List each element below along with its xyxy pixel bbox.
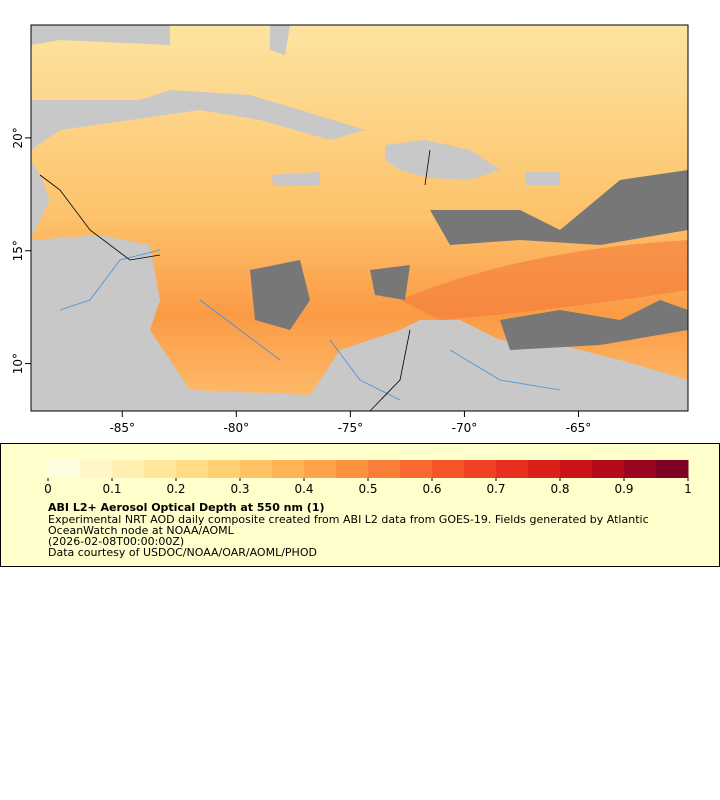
- colorbar-tick-label: 0.2: [166, 482, 185, 496]
- color-step: [624, 460, 657, 478]
- colorbar-tick-label: 1: [684, 482, 692, 496]
- color-step: [336, 460, 369, 478]
- colorbar-tick-label: 0.1: [102, 482, 121, 496]
- x-tick-label: -85°: [109, 421, 135, 435]
- color-step: [432, 460, 465, 478]
- color-step: [560, 460, 593, 478]
- colorbar-tick-label: 0.8: [550, 482, 569, 496]
- color-step: [656, 460, 689, 478]
- legend-line: Data courtesy of USDOC/NOAA/OAR/AOML/PHO…: [48, 546, 317, 559]
- colorbar: 0 0.1 0.2 0.3 0.4 0.5 0.6 0.7 0.8 0.9 1: [44, 460, 692, 496]
- colorbar-tick-label: 0.7: [486, 482, 505, 496]
- x-tick-label: -65°: [566, 421, 592, 435]
- color-step: [240, 460, 273, 478]
- colorbar-tick-label: 0.5: [358, 482, 377, 496]
- high-aod-band: [400, 240, 688, 320]
- color-step: [528, 460, 561, 478]
- color-step: [48, 460, 81, 478]
- x-tick-label: -70°: [452, 421, 478, 435]
- color-step: [496, 460, 529, 478]
- map-frame: [30, 24, 689, 412]
- colorbar-tick-label: 0.4: [294, 482, 313, 496]
- legend-line: OceanWatch node at NOAA/AOML: [48, 524, 235, 537]
- map: [30, 24, 689, 412]
- color-step: [464, 460, 497, 478]
- axes: -85° -80° -75° -70° -65° 10° 15° 20°: [11, 127, 591, 435]
- y-tick-label: 20°: [11, 127, 25, 148]
- color-step: [176, 460, 209, 478]
- y-tick-label: 15°: [11, 240, 25, 261]
- color-step: [368, 460, 401, 478]
- land: [385, 140, 500, 180]
- legend-title: ABI L2+ Aerosol Optical Depth at 550 nm …: [48, 501, 325, 514]
- colorbar-tick-label: 0.9: [614, 482, 633, 496]
- river: [59, 249, 561, 401]
- color-step: [272, 460, 305, 478]
- color-step: [208, 460, 241, 478]
- y-tick-label: 10°: [11, 353, 25, 374]
- colorbar-tick-label: 0.6: [422, 482, 441, 496]
- legend-line: Experimental NRT AOD daily composite cre…: [48, 513, 649, 526]
- land: [31, 90, 365, 150]
- color-step: [144, 460, 177, 478]
- cloud-mask: [250, 170, 688, 350]
- color-step: [400, 460, 433, 478]
- color-step: [304, 460, 337, 478]
- x-tick-label: -80°: [224, 421, 250, 435]
- border: [39, 149, 431, 412]
- land: [31, 25, 290, 55]
- color-step: [80, 460, 113, 478]
- x-tick-label: -75°: [338, 421, 364, 435]
- color-step: [592, 460, 625, 478]
- colorbar-tick-label: 0.3: [230, 482, 249, 496]
- colorbar-tick-label: 0: [44, 482, 52, 496]
- land: [270, 172, 560, 186]
- legend-line: (2026-02-08T00:00:00Z): [48, 535, 184, 548]
- color-step: [112, 460, 145, 478]
